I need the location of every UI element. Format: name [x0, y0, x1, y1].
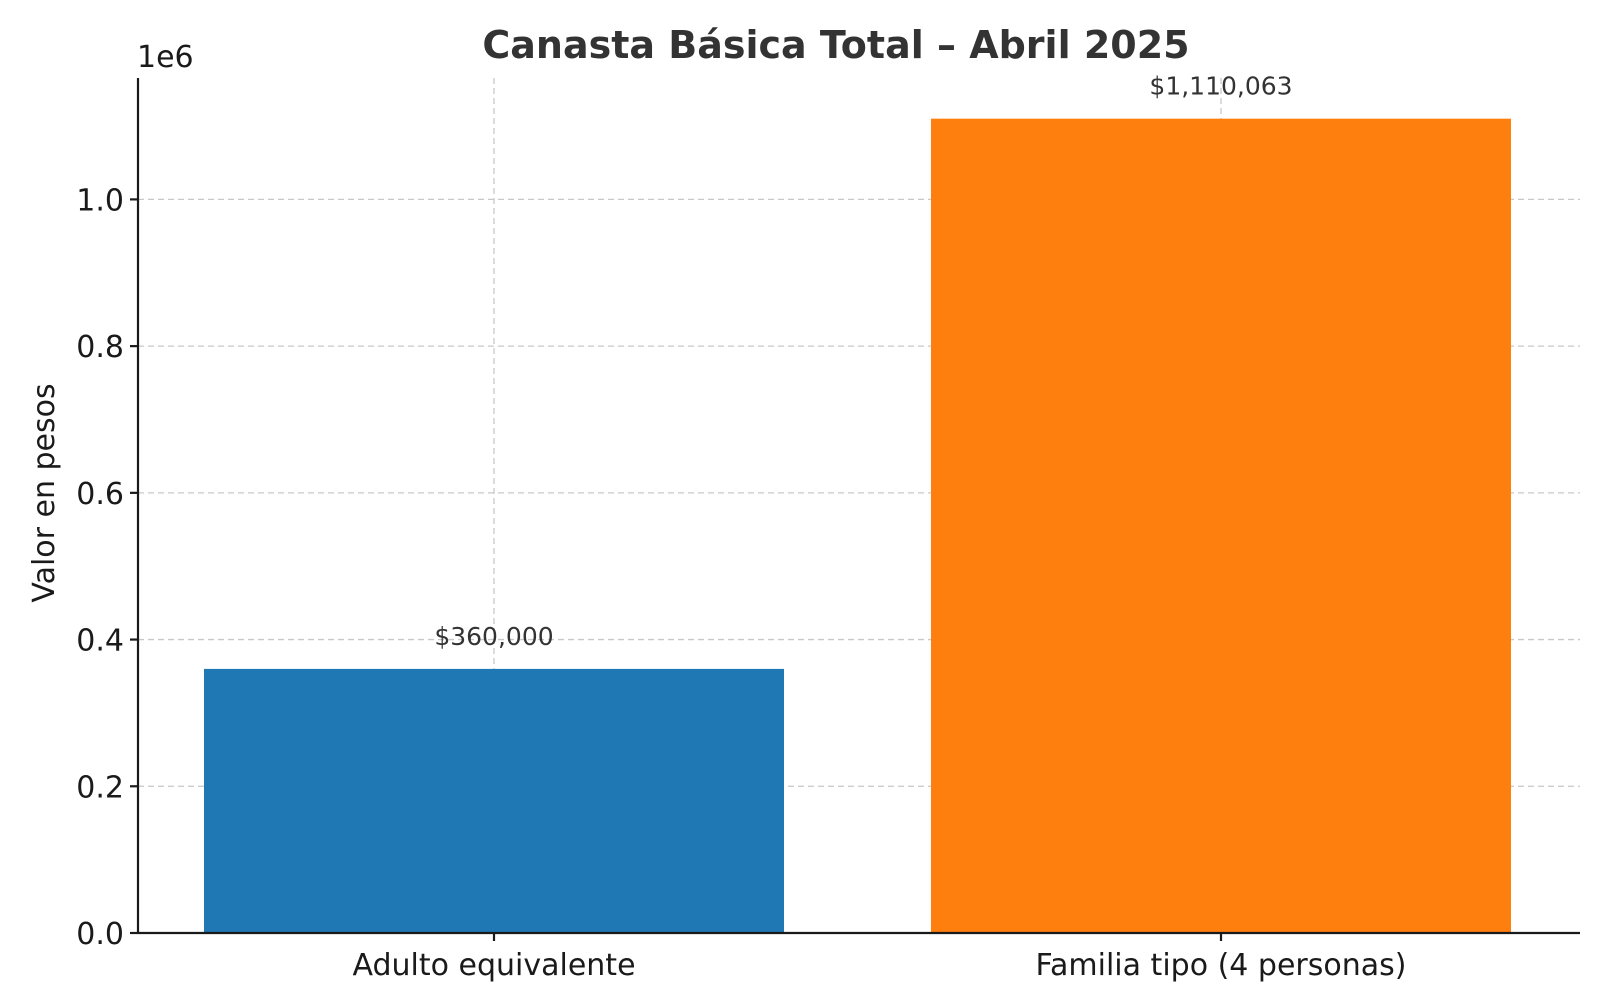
bar-value-label: $360,000: [434, 622, 553, 651]
x-tick-label: Familia tipo (4 personas): [1036, 948, 1407, 983]
bars: [204, 118, 1511, 933]
x-ticks: Adulto equivalente Familia tipo (4 person…: [352, 933, 1406, 983]
y-tick-label: 1.0: [76, 183, 124, 218]
y-tick-label: 0.4: [76, 624, 124, 659]
y-tick-label: 0.0: [76, 917, 124, 952]
y-axis-label: Valor en pesos: [27, 383, 62, 602]
y-ticks: 0.0 0.2 0.4 0.6 0.8 1.0: [76, 183, 138, 952]
bar-value-label: $1,110,063: [1149, 72, 1292, 101]
data-labels: $360,000 $1,110,063: [434, 72, 1292, 651]
bar-2: [931, 118, 1511, 933]
y-tick-label: 0.2: [76, 770, 124, 805]
chart-title: Canasta Básica Total – Abril 2025: [482, 23, 1189, 67]
y-tick-label: 0.6: [76, 477, 124, 512]
x-tick-label: Adulto equivalente: [352, 948, 635, 983]
bar-1: [204, 668, 784, 933]
y-axis-offset-label: 1e6: [137, 40, 194, 75]
y-tick-label: 0.8: [76, 330, 124, 365]
